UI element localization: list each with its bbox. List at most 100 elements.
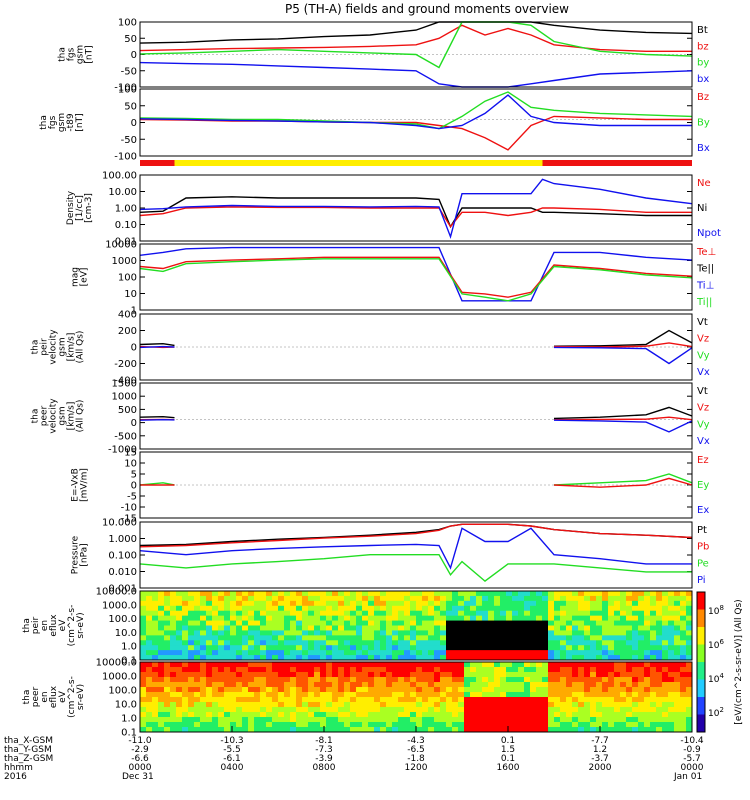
heatmap-cell: [428, 667, 435, 673]
heatmap-cell: [230, 662, 237, 668]
heatmap-cell: [248, 625, 255, 631]
heatmap-cell: [482, 692, 489, 698]
heatmap-cell: [242, 687, 249, 693]
heatmap-cell: [236, 662, 243, 668]
x-date-label: Dec 31: [122, 772, 154, 782]
heatmap-cell: [158, 692, 165, 698]
heatmap-cell: [416, 727, 423, 733]
heatmap-cell: [554, 672, 561, 678]
heatmap-cell: [632, 707, 639, 713]
y-axis-label: E=-VxB[mV/m]: [71, 468, 90, 502]
heatmap-cell: [452, 615, 459, 622]
heatmap-cell: [224, 692, 231, 698]
heatmap-cell: [608, 645, 615, 651]
heatmap-cell: [488, 620, 495, 626]
heatmap-cell: [518, 712, 525, 718]
heatmap-cell: [458, 620, 465, 626]
heatmap-cell: [458, 702, 465, 708]
heatmap-cell: [614, 677, 621, 683]
heatmap-cell: [596, 645, 603, 651]
heatmap-cell: [524, 625, 531, 631]
legend-entry: Te⊥: [696, 247, 716, 258]
heatmap-cell: [518, 605, 525, 612]
heatmap-cell: [158, 595, 165, 602]
heatmap-cell: [434, 667, 441, 673]
heatmap-cell: [146, 662, 153, 668]
heatmap-cell: [254, 712, 261, 718]
heatmap-cell: [152, 635, 159, 641]
heatmap-cell: [404, 702, 411, 708]
heatmap-cell: [356, 692, 363, 698]
heatmap-cell: [314, 610, 321, 617]
heatmap-cell: [200, 672, 207, 678]
heatmap-cell: [662, 615, 669, 622]
heatmap-cell: [572, 697, 579, 703]
heatmap-cell: [404, 712, 411, 718]
heatmap-cell: [488, 662, 495, 668]
heatmap-cell: [332, 672, 339, 678]
series-vz: [139, 416, 693, 421]
heatmap-cell: [278, 591, 285, 597]
heatmap-cell: [368, 672, 375, 678]
heatmap-cell: [236, 591, 243, 597]
heatmap-cell: [254, 692, 261, 698]
heatmap-cell: [512, 591, 519, 597]
heatmap-cell: [356, 697, 363, 703]
heatmap-cell: [344, 692, 351, 698]
heatmap-cell: [398, 677, 405, 683]
heatmap-cell: [218, 625, 225, 631]
heatmap-cell: [242, 697, 249, 703]
heatmap-cell: [578, 712, 585, 718]
heatmap-cell: [380, 687, 387, 693]
heatmap-cell: [446, 702, 453, 708]
heatmap-cell: [470, 645, 477, 651]
heatmap-cell: [554, 635, 561, 641]
heatmap-cell: [650, 672, 657, 678]
heatmap-cell: [602, 722, 609, 728]
heatmap-cell: [158, 600, 165, 607]
heatmap-cell: [434, 672, 441, 678]
heatmap-cell: [500, 655, 507, 661]
y-tick-label: 10.00: [108, 187, 137, 198]
heatmap-cell: [332, 615, 339, 622]
heatmap-cell: [584, 702, 591, 708]
heatmap-cell: [482, 707, 489, 713]
heatmap-cell: [620, 717, 627, 723]
legend-entry: Te||: [696, 264, 714, 275]
heatmap-cell: [416, 712, 423, 718]
heatmap-cell: [536, 591, 543, 597]
heatmap-cell: [254, 727, 261, 733]
heatmap-cell: [170, 595, 177, 602]
heatmap-cell: [230, 605, 237, 612]
heatmap-cell: [542, 672, 549, 678]
heatmap-cell: [662, 650, 669, 656]
heatmap-cell: [338, 677, 345, 683]
heatmap-cell: [650, 717, 657, 723]
y-axis-label: thapeervelocitygsm[km/s](All Qs): [31, 398, 86, 434]
heatmap-cell: [248, 677, 255, 683]
heatmap-cell: [626, 645, 633, 651]
heatmap-cell: [482, 625, 489, 631]
heatmap-cell: [314, 600, 321, 607]
heatmap-cell: [350, 650, 357, 656]
heatmap-cell: [236, 610, 243, 617]
heatmap-cell: [188, 655, 195, 661]
heatmap-cell: [680, 702, 687, 708]
heatmap-cell: [236, 702, 243, 708]
heatmap-cell: [272, 692, 279, 698]
heatmap-cell: [518, 635, 525, 641]
heatmap-cell: [290, 655, 297, 661]
heatmap-cell: [170, 645, 177, 651]
heatmap-cell: [242, 640, 249, 646]
heatmap-cell: [380, 722, 387, 728]
heatmap-cell: [488, 707, 495, 713]
heatmap-cell: [380, 692, 387, 698]
heatmap-cell: [452, 605, 459, 612]
heatmap-cell: [524, 591, 531, 597]
heatmap-cell: [284, 595, 291, 602]
heatmap-cell: [206, 687, 213, 693]
heatmap-cell: [440, 677, 447, 683]
heatmap-cell: [512, 707, 519, 713]
y-tick-label: 1000.0: [102, 600, 137, 611]
heatmap-cell: [212, 687, 219, 693]
